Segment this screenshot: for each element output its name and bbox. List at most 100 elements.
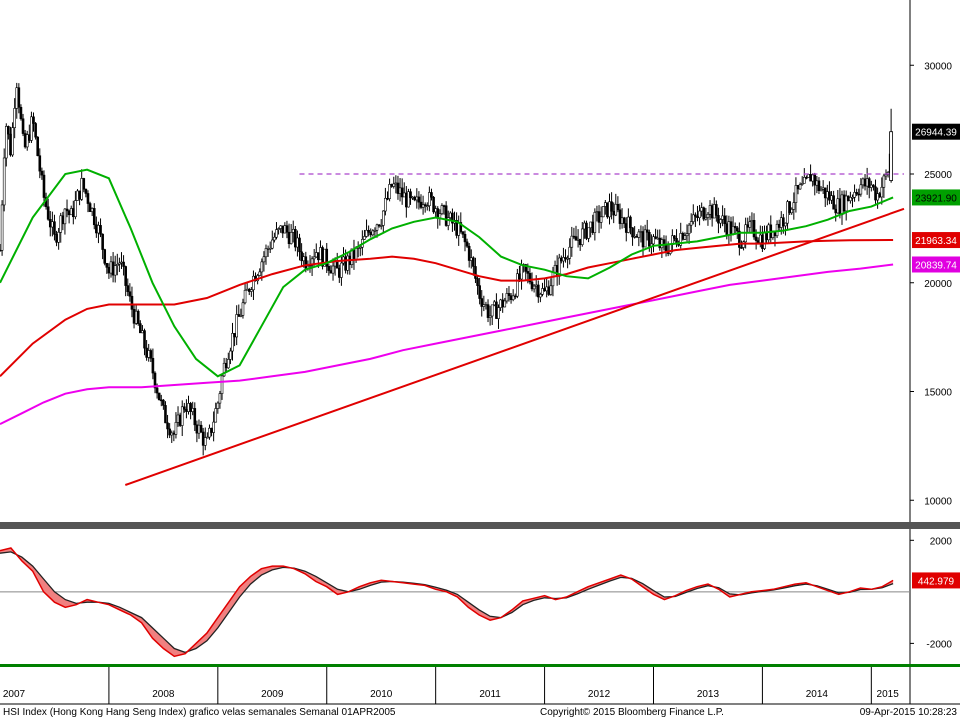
candle-body — [490, 304, 494, 317]
candle-body — [34, 123, 37, 138]
candle-body — [344, 256, 347, 271]
price-tag-bg — [912, 189, 960, 206]
candle-body — [836, 198, 840, 214]
x-tick-label: 2011 — [479, 689, 501, 700]
candle-body — [214, 408, 218, 423]
oscillator-panel: 2000 -2000 442.979 — [0, 536, 960, 667]
candle-body — [677, 243, 680, 246]
price-tag: 26944.39 — [912, 123, 960, 140]
price-tag-label: 442.979 — [918, 576, 955, 587]
candle-body — [748, 221, 752, 228]
candle-body — [285, 225, 289, 233]
y-tick-label: 10000 — [924, 496, 952, 507]
candle-body — [130, 295, 134, 310]
candle-body — [172, 432, 176, 435]
candle-body — [279, 225, 282, 229]
candle-body — [872, 184, 875, 188]
candle-body — [428, 192, 431, 207]
candle-body — [430, 192, 433, 198]
candle-body — [803, 177, 806, 184]
candle-body — [826, 191, 829, 199]
candle-body — [417, 196, 421, 203]
candle-body — [9, 133, 12, 156]
candle-body — [363, 236, 366, 240]
candle-body — [790, 209, 794, 214]
candle-body — [367, 229, 370, 233]
candle-body — [562, 257, 565, 262]
candle-body — [844, 195, 848, 212]
candle-body — [287, 231, 291, 244]
candle-body — [51, 221, 54, 228]
candle-body — [635, 236, 639, 238]
candle-body — [564, 257, 567, 260]
candle-body — [618, 209, 622, 224]
candle-body — [629, 216, 632, 229]
osc-fill — [0, 548, 894, 657]
candle-body — [384, 197, 387, 212]
candle-body — [719, 219, 722, 224]
candle-body — [132, 309, 136, 324]
x-tick-label: 2015 — [877, 689, 900, 700]
candle-body — [461, 231, 465, 235]
candle-body — [574, 236, 578, 241]
candle-body — [72, 208, 75, 218]
candle-body — [109, 261, 113, 274]
candle-body — [346, 255, 349, 271]
price-tag-bg — [912, 123, 960, 140]
candle-body — [325, 248, 329, 267]
candle-body — [782, 217, 785, 227]
candle-body — [176, 414, 180, 423]
candle-body — [262, 256, 266, 263]
candle-body — [25, 134, 29, 148]
candle-body — [145, 347, 148, 358]
ma-green-line — [0, 168, 894, 378]
candle-body — [178, 414, 182, 426]
candle-body — [754, 236, 758, 241]
price-tag: 21963.34 — [912, 232, 960, 249]
candle-body — [616, 203, 620, 211]
candle-body — [90, 208, 94, 212]
candle-body — [601, 206, 605, 218]
candle-body — [440, 205, 444, 214]
candle-body — [425, 205, 429, 208]
candle-body — [128, 291, 132, 297]
candle-body — [7, 126, 10, 135]
x-tick-label: 2014 — [806, 689, 829, 700]
candle-body — [863, 178, 867, 187]
candle-body — [488, 315, 492, 318]
candle-body — [539, 294, 542, 298]
candle-body — [738, 230, 741, 248]
candle-body — [800, 183, 804, 185]
candle-body — [413, 196, 417, 201]
candle-body — [597, 211, 601, 223]
candle-body — [484, 304, 488, 306]
candle-body — [78, 190, 81, 200]
footer-description: HSI Index (Hong Kong Hang Seng Index) gr… — [3, 707, 396, 718]
candle-body — [241, 302, 245, 316]
candle-body — [513, 295, 517, 298]
candle-body — [882, 175, 886, 188]
candle-body — [627, 216, 630, 233]
candle-body — [541, 288, 544, 295]
candle-body — [807, 174, 810, 178]
candle-body — [99, 225, 102, 235]
candle-body — [2, 157, 6, 206]
candle-body — [545, 286, 548, 292]
trendline — [124, 207, 905, 486]
candle-body — [608, 201, 611, 218]
candle-body — [696, 215, 699, 219]
candle-body — [371, 230, 375, 236]
candle-body — [756, 240, 760, 243]
candle-body — [120, 261, 123, 264]
candle-body — [42, 174, 46, 198]
candle-body — [763, 231, 766, 249]
candle-body — [308, 265, 312, 267]
candle-body — [30, 116, 33, 141]
candle-body — [38, 155, 42, 172]
candle-body — [319, 247, 322, 261]
x-tick-label: 2013 — [697, 689, 720, 700]
candle-body — [534, 284, 538, 287]
candle-body — [105, 263, 109, 268]
candle-body — [46, 206, 50, 220]
candle-body — [291, 228, 295, 233]
